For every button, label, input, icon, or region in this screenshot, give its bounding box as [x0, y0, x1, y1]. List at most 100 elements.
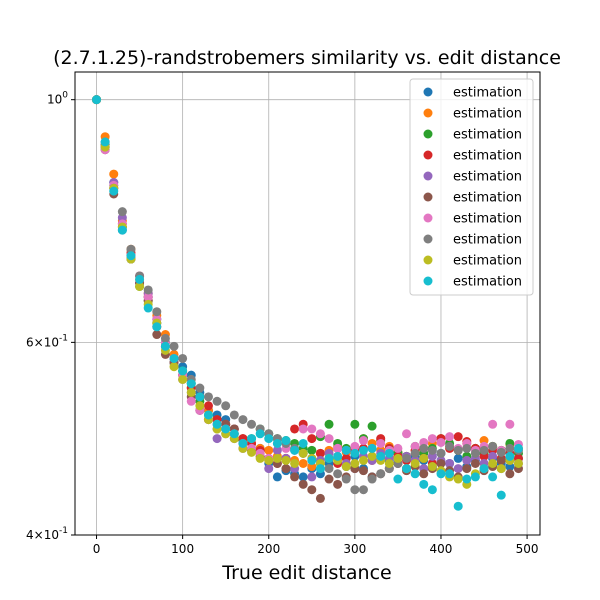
- series-10-point: [203, 410, 213, 420]
- series-9-point: [272, 453, 282, 463]
- series-9-point: [453, 474, 463, 484]
- series-6-point: [290, 472, 300, 482]
- series-10-point: [109, 186, 119, 196]
- series-10-point: [307, 455, 317, 465]
- series-8-point: [229, 410, 239, 420]
- series-7-point: [376, 438, 386, 448]
- series-10-point: [92, 95, 102, 105]
- series-3-point: [307, 445, 317, 455]
- series-6-point: [281, 464, 291, 474]
- series-2-point: [109, 169, 119, 179]
- legend: estimation estimation estimation estimation…: [409, 78, 534, 296]
- series-9-point: [513, 458, 523, 468]
- series-10-point: [350, 448, 360, 458]
- series-3-point: [350, 419, 360, 429]
- series-8-point: [376, 469, 386, 479]
- series-8-point: [462, 443, 472, 453]
- series-8-point: [195, 383, 205, 393]
- series-7-point: [393, 443, 403, 453]
- series-9-point: [264, 455, 274, 465]
- axis-ticks: 0 100 200 300 400 500 100 6×10-1 4×10-1: [26, 91, 538, 556]
- legend-marker: [423, 129, 433, 139]
- series-6-point: [152, 330, 162, 340]
- series-10-point: [135, 274, 145, 284]
- data-points: [92, 95, 523, 511]
- series-7-point: [488, 419, 498, 429]
- series-10-point: [427, 485, 437, 495]
- series-8-point: [479, 445, 489, 455]
- series-7-point: [307, 424, 317, 434]
- series-9-point: [255, 453, 265, 463]
- series-2-point: [264, 445, 274, 455]
- series-8-point: [212, 396, 222, 406]
- series-9-point: [281, 455, 291, 465]
- legend-marker: [423, 213, 433, 223]
- series-10-point: [255, 429, 265, 439]
- series-10-point: [479, 464, 489, 474]
- series-6-point: [505, 469, 515, 479]
- series-8-point: [496, 447, 506, 457]
- legend-label: estimation: [453, 212, 522, 227]
- series-9-point: [488, 458, 498, 468]
- series-7-point: [333, 443, 343, 453]
- legend-label: estimation: [453, 254, 522, 269]
- legend-marker: [423, 192, 433, 202]
- series-10-point: [384, 448, 394, 458]
- series-6-point: [462, 464, 472, 474]
- series-7-point: [186, 396, 196, 406]
- series-8-point: [341, 474, 351, 484]
- series-3-point: [367, 421, 377, 431]
- series-10-point: [100, 137, 110, 147]
- series-10-point: [229, 429, 239, 439]
- series-8-point: [436, 448, 446, 458]
- series-8-point: [203, 392, 213, 402]
- series-7-point: [436, 437, 446, 447]
- series-7-point: [410, 441, 420, 451]
- series-9-point: [419, 453, 429, 463]
- series-10-point: [178, 366, 188, 376]
- legend-label: estimation: [453, 107, 522, 122]
- chart-title: (2.7.1.25)-randstrobemers similarity vs.…: [53, 47, 561, 69]
- legend-marker: [423, 87, 433, 97]
- legend-label: estimation: [453, 170, 522, 185]
- series-6-point: [333, 479, 343, 489]
- series-10-point: [376, 451, 386, 461]
- x-tick-label: 0: [93, 542, 101, 556]
- legend-marker: [423, 276, 433, 286]
- series-10-point: [462, 474, 472, 484]
- series-10-point: [238, 438, 248, 448]
- series-10-point: [470, 472, 480, 482]
- series-10-point: [436, 469, 446, 479]
- series-6-point: [298, 479, 308, 489]
- series-9-point: [410, 458, 420, 468]
- series-7-point: [358, 436, 368, 446]
- series-4-point: [203, 401, 213, 411]
- series-8-point: [152, 307, 162, 317]
- series-7-point: [298, 424, 308, 434]
- series-5-point: [212, 434, 222, 444]
- series-8-point: [143, 285, 153, 295]
- series-9-point: [496, 464, 506, 474]
- series-5-point: [264, 464, 274, 474]
- series-5-point: [445, 458, 455, 468]
- series-8-point: [160, 333, 170, 343]
- series-10-point: [324, 453, 334, 463]
- series-7-point: [427, 434, 437, 444]
- series-1-point: [272, 472, 282, 482]
- series-6-point: [315, 493, 325, 503]
- series-10-point: [453, 501, 463, 511]
- series-10-point: [315, 464, 325, 474]
- series-8-point: [126, 244, 136, 254]
- series-10-point: [272, 438, 282, 448]
- series-5-point: [462, 455, 472, 465]
- legend-marker: [423, 255, 433, 265]
- series-9-point: [384, 458, 394, 468]
- series-2-point: [298, 458, 308, 468]
- series-8-point: [247, 419, 257, 429]
- series-10-point: [247, 434, 257, 444]
- series-7-point: [350, 441, 360, 451]
- legend-box: [409, 78, 534, 296]
- series-10-point: [169, 353, 179, 363]
- legend-marker: [423, 150, 433, 160]
